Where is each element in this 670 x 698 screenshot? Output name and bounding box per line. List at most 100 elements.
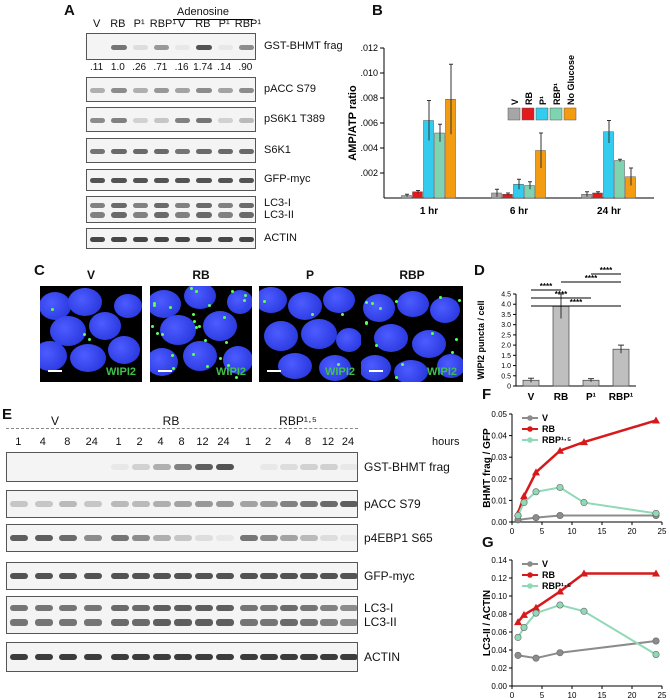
x-tick-label: 5 bbox=[540, 691, 545, 698]
data-point bbox=[556, 587, 564, 595]
blot-label: GFP-myc bbox=[264, 173, 311, 185]
blot-band bbox=[320, 501, 338, 507]
blot-band bbox=[10, 605, 29, 611]
blot-band bbox=[260, 464, 278, 470]
blot-band bbox=[320, 573, 338, 579]
blot-band bbox=[10, 619, 29, 626]
blot-band bbox=[132, 87, 148, 93]
puncta-dot bbox=[204, 339, 208, 343]
nucleus bbox=[374, 324, 408, 352]
nucleus bbox=[89, 312, 121, 340]
panel-g-lc3-chart: 0.00 0.02 0.04 0.06 0.08 0.10 0.12 0.14 0 5 10 15 20… bbox=[482, 556, 667, 698]
blot-strip bbox=[86, 33, 256, 60]
y-tick-label: 3.5 bbox=[501, 312, 511, 319]
timepoint-label: 8 bbox=[178, 436, 185, 448]
blot-band bbox=[131, 535, 150, 541]
lane-label: V bbox=[92, 18, 101, 30]
blot-label: pACC S79 bbox=[364, 497, 421, 511]
y-tick-label: 3.0 bbox=[501, 322, 511, 329]
quant-value: 1.0 bbox=[110, 62, 125, 73]
panel-letter-b: B bbox=[372, 2, 383, 19]
blot-band bbox=[90, 148, 106, 154]
timepoint-label: 1 bbox=[15, 436, 22, 448]
blot-band bbox=[152, 535, 171, 541]
nucleus bbox=[278, 353, 312, 379]
blot-band bbox=[34, 605, 53, 611]
nucleus bbox=[40, 292, 71, 320]
blot-band bbox=[300, 535, 318, 541]
puncta-dot bbox=[218, 357, 222, 361]
panel-letter-g: G bbox=[482, 534, 494, 551]
blot-band bbox=[131, 464, 150, 470]
blot-band bbox=[10, 464, 29, 470]
blot-band bbox=[10, 535, 29, 541]
y-tick-label: 0.10 bbox=[491, 592, 507, 601]
puncta-dot bbox=[365, 300, 369, 304]
y-tick-label: .010 bbox=[360, 68, 378, 78]
puncta-dot bbox=[235, 376, 239, 380]
blot-band bbox=[240, 464, 258, 470]
blot-strip bbox=[6, 562, 358, 590]
puncta-dot bbox=[243, 293, 247, 297]
blot-strip bbox=[86, 228, 256, 249]
blot-band bbox=[196, 236, 212, 242]
blot-band bbox=[83, 619, 102, 626]
y-tick-label: 1.5 bbox=[501, 353, 511, 360]
blot-label: LC3-II bbox=[364, 615, 397, 629]
category-label: 24 hr bbox=[597, 206, 621, 217]
puncta-dot bbox=[438, 296, 442, 300]
adenosine-label: Adenosine bbox=[177, 6, 229, 18]
category-label: 6 hr bbox=[510, 206, 528, 217]
significance-stars: **** bbox=[540, 282, 553, 291]
blot-band bbox=[153, 212, 169, 218]
blot-band bbox=[300, 654, 318, 660]
blot-band bbox=[215, 535, 234, 541]
timepoint-label: 1 bbox=[115, 436, 122, 448]
legend-swatch bbox=[521, 107, 535, 121]
group-bracket bbox=[108, 428, 234, 433]
blot-band bbox=[110, 605, 129, 611]
y-tick-label: 1.0 bbox=[501, 363, 511, 370]
blot-band bbox=[132, 236, 148, 242]
data-point bbox=[532, 488, 540, 496]
micrograph-title: V bbox=[86, 268, 95, 282]
puncta-dot bbox=[243, 298, 247, 302]
blot-band bbox=[153, 117, 169, 123]
blot-label: S6K1 bbox=[264, 143, 291, 156]
blot-band bbox=[131, 619, 150, 626]
blot-band bbox=[90, 203, 106, 208]
series-line bbox=[517, 514, 656, 521]
data-point bbox=[520, 499, 528, 507]
puncta-dot bbox=[192, 352, 196, 356]
data-point bbox=[556, 483, 564, 491]
blot-band bbox=[111, 203, 127, 208]
blot-label: GST-BHMT frag bbox=[364, 460, 450, 474]
blot-band bbox=[194, 573, 213, 579]
blot-strip bbox=[86, 77, 256, 102]
puncta-dot bbox=[205, 364, 209, 368]
puncta-dot bbox=[192, 320, 196, 324]
puncta-dot bbox=[371, 301, 375, 305]
puncta-dot bbox=[197, 325, 201, 329]
blot-band bbox=[215, 573, 234, 579]
y-tick-label: 0.01 bbox=[491, 496, 507, 505]
group-label: RB bbox=[162, 414, 180, 428]
puncta-dot bbox=[226, 363, 230, 367]
legend-label: RBP¹·⁵ bbox=[542, 581, 571, 591]
blot-band bbox=[34, 573, 53, 579]
blot-strip bbox=[6, 642, 358, 672]
data-point bbox=[652, 637, 660, 645]
lane-label: V bbox=[177, 18, 186, 30]
data-point bbox=[514, 651, 522, 659]
nucleus bbox=[203, 311, 237, 341]
y-axis-label: BHMT frag / GFP bbox=[482, 428, 493, 508]
data-point bbox=[580, 607, 588, 615]
blot-band bbox=[217, 117, 233, 123]
blot-band bbox=[34, 619, 53, 626]
blot-band bbox=[90, 236, 106, 242]
blot-band bbox=[110, 501, 129, 507]
puncta-dot bbox=[150, 325, 154, 329]
group-label: RBP¹·⁵ bbox=[279, 414, 317, 428]
blot-label: LC3-I bbox=[264, 196, 291, 209]
blot-band bbox=[194, 619, 213, 626]
